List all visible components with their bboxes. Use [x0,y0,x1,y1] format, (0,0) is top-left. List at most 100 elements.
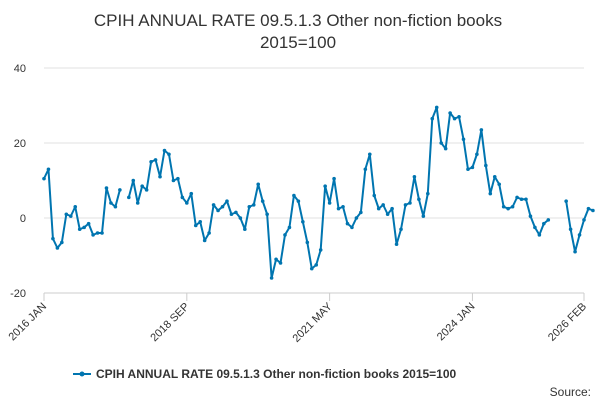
data-point[interactable] [492,174,497,179]
data-point[interactable] [91,233,95,237]
data-point[interactable] [126,195,131,200]
data-point[interactable] [528,214,533,218]
data-point[interactable] [564,199,568,203]
data-point[interactable] [309,266,314,271]
data-point[interactable] [46,167,51,172]
data-point[interactable] [68,214,73,218]
data-point[interactable] [162,148,167,153]
data-point[interactable] [390,206,394,211]
data-point[interactable] [350,225,354,230]
data-point[interactable] [327,201,332,205]
data-point[interactable] [225,199,229,203]
data-point[interactable] [385,212,390,217]
data-point[interactable] [452,116,457,121]
data-point[interactable] [345,221,350,226]
data-point[interactable] [265,212,269,217]
data-point[interactable] [367,152,372,157]
data-point[interactable] [243,227,247,232]
data-point[interactable] [229,212,234,217]
data-point[interactable] [193,223,198,228]
data-point[interactable] [274,257,278,262]
data-point[interactable] [537,233,542,237]
data-point[interactable] [475,152,479,157]
data-point[interactable] [412,174,417,179]
data-point[interactable] [51,236,55,241]
data-point[interactable] [118,188,122,192]
data-point[interactable] [568,227,573,232]
data-point[interactable] [269,276,274,280]
data-point[interactable] [510,204,515,209]
data-point[interactable] [171,178,176,183]
data-point[interactable] [314,263,319,267]
data-point[interactable] [426,191,430,196]
data-point[interactable] [515,195,519,200]
data-point[interactable] [198,219,202,224]
data-point[interactable] [283,233,287,237]
data-point[interactable] [60,240,64,245]
data-point[interactable] [189,191,194,196]
data-point[interactable] [323,184,327,188]
data-point[interactable] [443,146,448,151]
data-point[interactable] [434,105,439,110]
data-point[interactable] [42,176,46,181]
data-point[interactable] [77,227,82,232]
data-point[interactable] [296,199,301,203]
data-point[interactable] [372,193,377,198]
data-point[interactable] [238,216,243,220]
data-point[interactable] [488,191,493,196]
data-point[interactable] [185,201,189,205]
data-point[interactable] [524,197,528,202]
data-point[interactable] [149,159,153,164]
data-point[interactable] [421,214,426,218]
data-point[interactable] [113,204,118,209]
data-point[interactable] [381,203,385,207]
data-point[interactable] [336,206,341,211]
data-point[interactable] [591,208,595,213]
data-point[interactable] [408,201,412,205]
data-point[interactable] [278,261,283,265]
data-point[interactable] [100,231,104,235]
data-point[interactable] [144,188,149,192]
data-point[interactable] [176,176,180,181]
data-point[interactable] [546,218,551,222]
data-point[interactable] [519,197,524,202]
data-point[interactable] [73,204,78,209]
data-point[interactable] [533,225,537,230]
data-point[interactable] [256,182,261,187]
data-point[interactable] [506,206,510,211]
data-point[interactable] [573,249,577,254]
data-point[interactable] [497,182,502,187]
data-point[interactable] [484,163,488,168]
data-point[interactable] [234,210,238,215]
data-point[interactable] [109,201,113,205]
data-point[interactable] [251,203,256,207]
data-point[interactable] [305,240,310,245]
data-point[interactable] [466,167,470,172]
data-point[interactable] [180,195,185,200]
data-point[interactable] [417,197,421,202]
data-point[interactable] [301,219,305,224]
data-point[interactable] [292,193,296,198]
data-point[interactable] [104,186,109,190]
data-point[interactable] [287,225,292,230]
data-point[interactable] [501,204,506,209]
data-point[interactable] [131,178,136,183]
data-point[interactable] [461,137,466,142]
data-point[interactable] [341,204,345,209]
data-point[interactable] [430,116,435,121]
data-point[interactable] [376,206,381,211]
data-point[interactable] [363,167,368,172]
data-point[interactable] [318,248,323,252]
data-point[interactable] [332,176,336,181]
data-point[interactable] [399,227,403,232]
data-point[interactable] [403,203,408,207]
data-point[interactable] [216,208,220,213]
data-point[interactable] [135,201,140,205]
data-point[interactable] [582,218,586,222]
data-point[interactable] [260,199,265,203]
data-point[interactable] [394,242,399,247]
data-point[interactable] [202,238,207,243]
data-point[interactable] [140,184,144,188]
data-point[interactable] [82,225,86,230]
data-point[interactable] [439,141,443,145]
